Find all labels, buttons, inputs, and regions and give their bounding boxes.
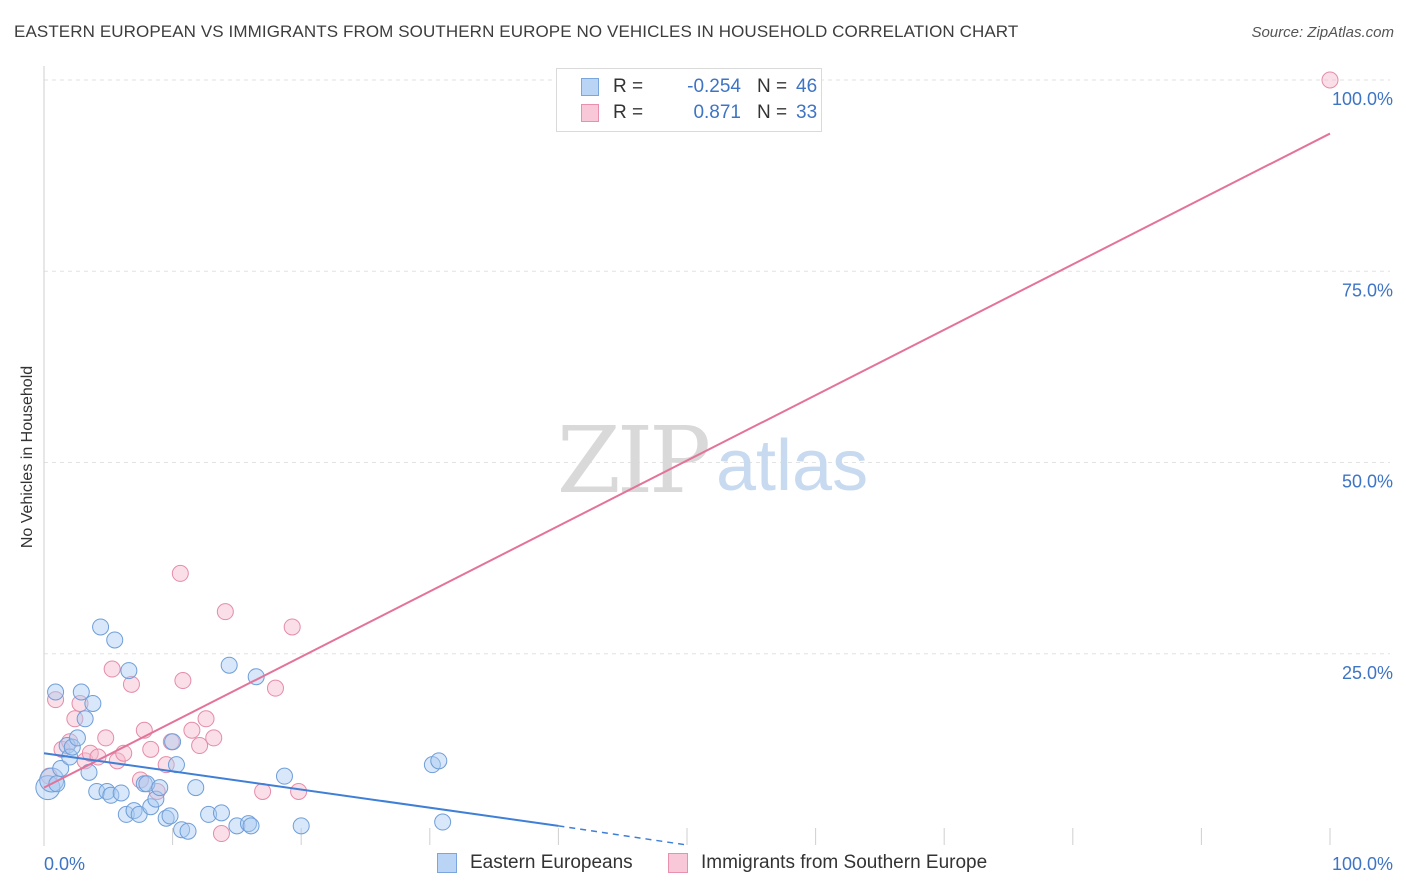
data-point-eastern-europeans <box>138 775 156 793</box>
legend-swatch-blue <box>581 78 599 96</box>
data-point-southern-europe <box>142 740 160 758</box>
data-point-eastern-europeans <box>76 710 94 728</box>
correlation-legend: R = -0.254 N = 46 R = 0.871 N = 33 <box>556 68 822 132</box>
data-point-southern-europe <box>174 672 192 690</box>
data-point-southern-europe <box>122 675 140 693</box>
data-point-southern-europe <box>266 679 284 697</box>
data-point-eastern-europeans <box>63 738 81 756</box>
data-point-southern-europe <box>97 729 115 747</box>
data-point-southern-europe <box>216 603 234 621</box>
bottom-legend-swatch-pink <box>668 853 688 873</box>
legend-swatch-pink <box>581 104 599 122</box>
x-tick-label: 0.0% <box>44 854 85 874</box>
data-point-eastern-europeans <box>52 760 70 777</box>
zipatlas-watermark: ZIP atlas <box>557 407 868 514</box>
data-point-eastern-europeans <box>179 822 197 840</box>
data-point-southern-europe <box>183 721 201 739</box>
data-point-southern-europe <box>81 744 99 762</box>
legend-r-value: 0.871 <box>693 102 741 123</box>
data-point-southern-europe <box>283 618 301 636</box>
data-point-eastern-europeans <box>112 784 130 802</box>
data-point-eastern-europeans <box>120 662 138 680</box>
data-point-eastern-europeans <box>106 631 124 649</box>
tick-labels: 25.0% 50.0% 75.0% 100.0% 0.0% 100.0% <box>44 89 1393 874</box>
legend-r-label: R = <box>613 76 644 97</box>
x-tick-label: 100.0% <box>1332 854 1393 874</box>
data-point-southern-europe <box>66 710 84 728</box>
data-point-eastern-europeans <box>47 683 65 701</box>
data-point-southern-europe <box>205 729 223 747</box>
data-point-southern-europe <box>1321 71 1339 89</box>
legend-r-label: R = <box>613 102 644 123</box>
legend-n-label: N = <box>757 102 788 123</box>
grid-layer <box>44 79 1390 655</box>
axis-layer <box>43 66 1331 846</box>
legend-n-label: N = <box>757 76 788 97</box>
data-point-eastern-europeans <box>68 729 86 747</box>
data-point-eastern-europeans <box>102 786 120 804</box>
watermark-atlas: atlas <box>716 426 868 506</box>
bottom-legend-swatch-blue <box>437 853 457 873</box>
data-point-eastern-europeans <box>84 694 102 712</box>
data-point-eastern-europeans <box>212 804 230 822</box>
y-tick-label: 75.0% <box>1342 280 1393 300</box>
data-point-eastern-europeans <box>72 683 90 701</box>
data-point-eastern-europeans <box>200 805 218 823</box>
data-point-eastern-europeans <box>187 779 205 797</box>
data-point-eastern-europeans <box>434 813 452 831</box>
data-point-eastern-europeans <box>147 790 165 808</box>
y-tick-label: 25.0% <box>1342 663 1393 683</box>
data-point-eastern-europeans <box>239 815 257 833</box>
data-point-eastern-europeans <box>173 821 191 839</box>
y-tick-label: 100.0% <box>1332 89 1393 109</box>
data-point-southern-europe <box>157 756 175 774</box>
data-point-eastern-europeans <box>161 807 179 825</box>
chart-title: EASTERN EUROPEAN VS IMMIGRANTS FROM SOUT… <box>14 22 1019 41</box>
data-point-eastern-europeans <box>275 767 293 785</box>
data-point-eastern-europeans <box>292 817 310 835</box>
trend-extension-eastern-europeans <box>558 825 688 846</box>
data-point-southern-europe <box>171 564 189 582</box>
data-point-eastern-europeans <box>430 752 448 770</box>
blue-points <box>35 618 452 840</box>
legend-n-value: 46 <box>796 76 818 97</box>
data-point-eastern-europeans <box>88 782 106 800</box>
bottom-legend-label: Immigrants from Southern Europe <box>701 852 988 873</box>
data-point-eastern-europeans <box>242 817 260 835</box>
legend-n-value: 33 <box>796 102 818 123</box>
trend-line-southern-europe <box>43 132 1331 789</box>
data-point-eastern-europeans <box>220 656 238 674</box>
data-point-eastern-europeans <box>151 779 169 797</box>
data-point-southern-europe <box>103 660 121 678</box>
legend-r-value: -0.254 <box>687 76 741 97</box>
data-point-southern-europe <box>191 737 209 755</box>
data-point-eastern-europeans <box>117 805 135 823</box>
y-tick-label: 50.0% <box>1342 472 1393 492</box>
trend-line-eastern-europeans <box>43 752 559 827</box>
y-axis-label: No Vehicles in Household <box>19 365 36 549</box>
data-point-southern-europe <box>290 782 308 800</box>
source-credit: Source: ZipAtlas.com <box>1251 24 1394 41</box>
data-point-eastern-europeans <box>164 733 182 751</box>
data-point-southern-europe <box>197 710 215 728</box>
trend-layer <box>43 132 1331 846</box>
data-point-eastern-europeans <box>92 618 110 636</box>
data-point-southern-europe <box>212 825 230 843</box>
bottom-legend-label: Eastern Europeans <box>470 852 633 873</box>
